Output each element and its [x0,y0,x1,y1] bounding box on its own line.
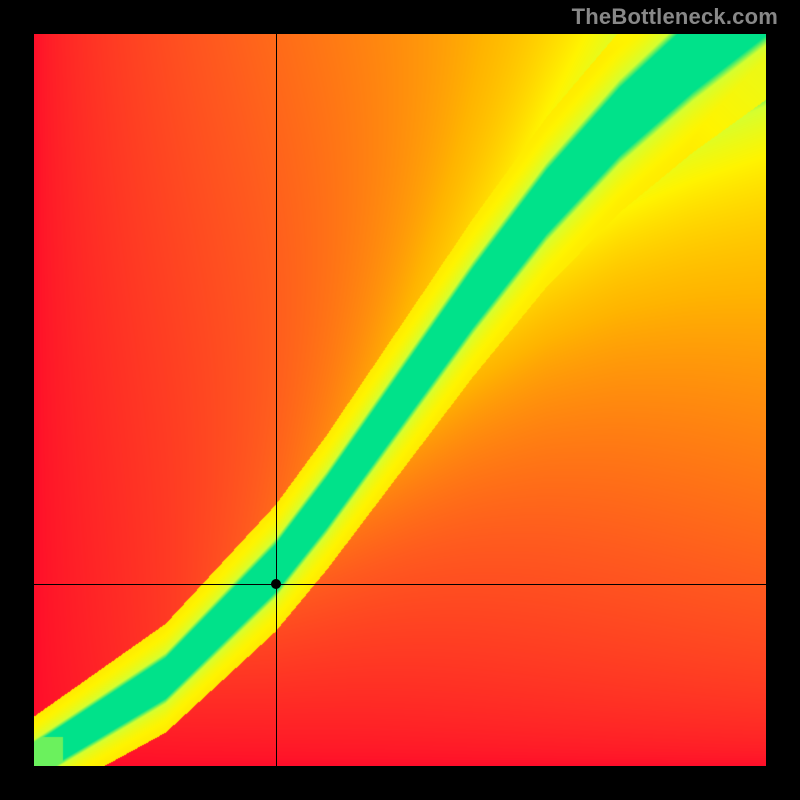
heatmap-canvas [34,34,766,766]
crosshair-marker [271,579,281,589]
crosshair-horizontal [34,584,766,585]
figure-root: TheBottleneck.com [0,0,800,800]
heatmap-plot [34,34,766,766]
crosshair-vertical [276,34,277,766]
attribution-label: TheBottleneck.com [572,4,778,30]
